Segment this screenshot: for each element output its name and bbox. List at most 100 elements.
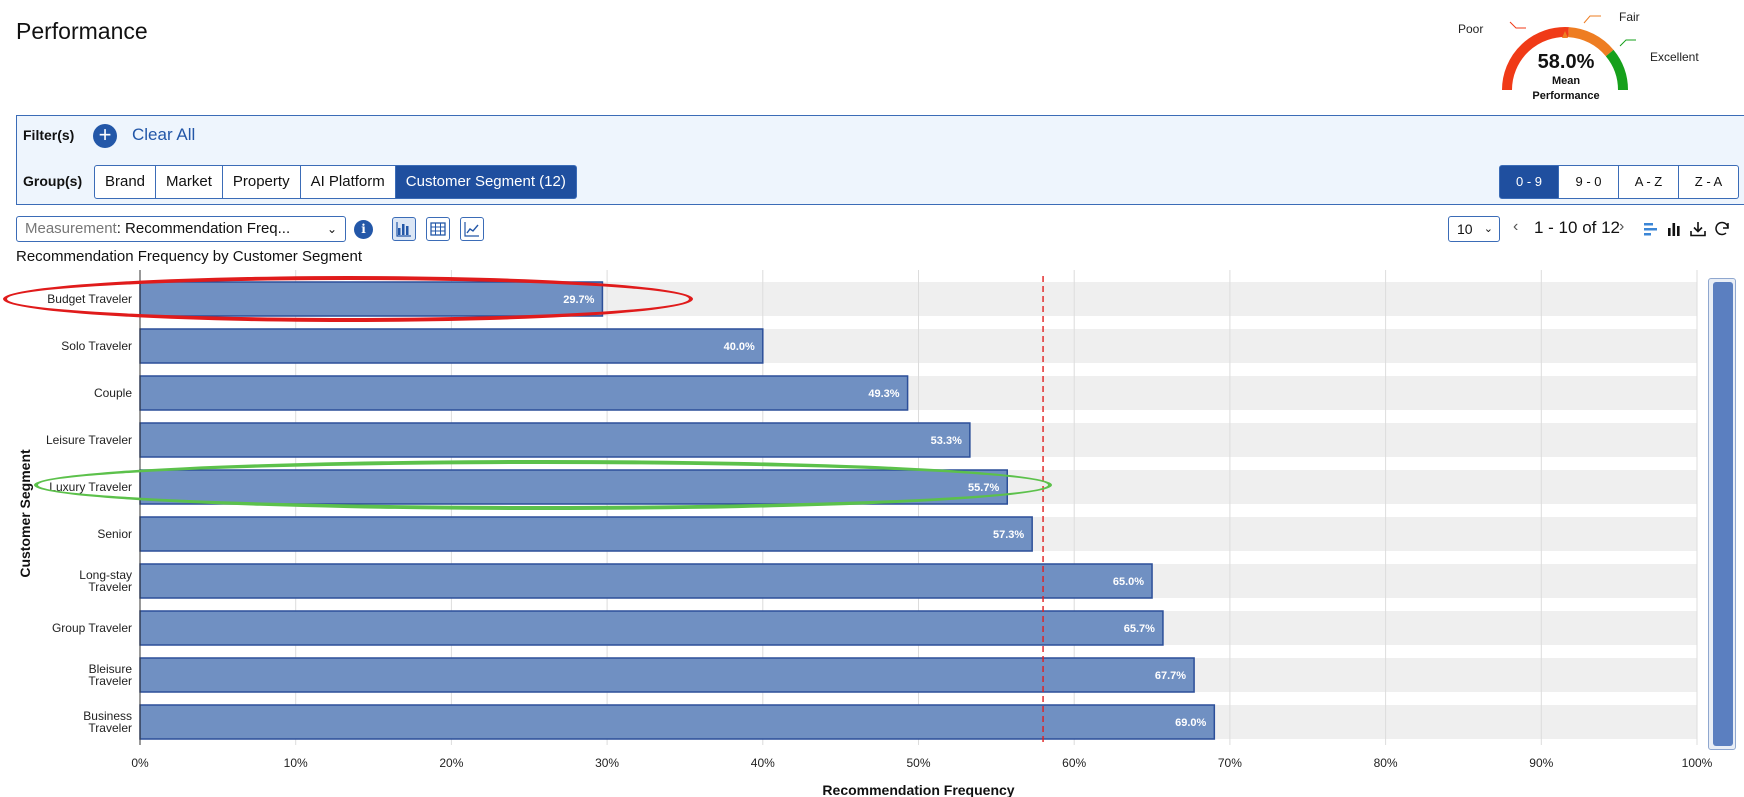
gauge-poor-segment [1502, 27, 1569, 91]
x-tick-label: 60% [1062, 756, 1086, 770]
table-view-button[interactable] [426, 217, 450, 241]
sort-alpha-descending-button[interactable]: Z - A [1679, 165, 1739, 199]
gauge-caption-line1: Mean [1551, 75, 1581, 87]
category-label: Leisure Traveler [46, 433, 132, 447]
table-icon [430, 222, 446, 236]
bar [139, 328, 764, 364]
bar [139, 610, 1164, 646]
gauge-label-excellent: Excellent [1650, 50, 1699, 64]
plus-circle-icon: + [98, 122, 112, 147]
sort-button-set: 0 - 9 9 - 0 A - Z Z - A [1499, 165, 1739, 199]
refresh-icon [1715, 221, 1729, 236]
vertical-bar-icon [1668, 223, 1680, 236]
x-tick-label: 30% [595, 756, 619, 770]
page-title: Performance [16, 18, 148, 44]
download-icon [1690, 222, 1706, 237]
chevron-down-icon: ⌄ [326, 222, 337, 236]
bar [139, 375, 909, 411]
x-tick-label: 20% [439, 756, 463, 770]
bar-chart-canvas: 0% 10% 20% 30% 40% 50% 60% 70% 80% 90% 100%29.7%Bu… [17, 270, 1713, 797]
x-tick-label: 80% [1374, 756, 1398, 770]
gauge-pointer-icon [1562, 31, 1568, 38]
bar [139, 516, 1033, 552]
category-label: Long-stay [79, 568, 132, 582]
budget-traveler-highlight [3, 276, 693, 322]
group-customer-segment-button[interactable]: Customer Segment (12) [395, 165, 577, 199]
gauge-value: 58.0% [1537, 51, 1595, 73]
page-size-select[interactable]: 10 ⌄ [1448, 216, 1500, 242]
group-button-set: Brand Market Property AI Platform Custom… [94, 165, 577, 199]
bar-value-label: 40.0% [724, 341, 755, 353]
sort-alpha-ascending-button[interactable]: A - Z [1619, 165, 1679, 199]
category-label: Senior [97, 527, 132, 541]
bar-value-label: 65.7% [1124, 623, 1155, 635]
group-property-button[interactable]: Property [222, 165, 301, 199]
clear-all-link[interactable]: Clear All [132, 125, 196, 144]
measurement-select[interactable]: Measurement: Recommendation Freq... ⌄ [16, 216, 346, 242]
x-tick-label: 40% [751, 756, 775, 770]
next-page-button[interactable]: › [1619, 218, 1625, 235]
category-label: Solo Traveler [61, 339, 132, 353]
bar-value-label: 67.7% [1155, 670, 1186, 682]
measurement-value: : Recommendation Freq... [116, 220, 291, 237]
gauge-excellent-segment [1605, 49, 1628, 91]
bar-value-label: 49.3% [868, 388, 899, 400]
gauge-label-poor: Poor [1458, 22, 1484, 36]
vertical-bar-button[interactable] [1665, 220, 1683, 238]
x-tick-label: 50% [906, 756, 930, 770]
group-label: Group(s) [23, 173, 83, 189]
x-tick-label: 100% [1682, 756, 1713, 770]
x-tick-label: 10% [284, 756, 308, 770]
luxury-traveler-highlight [34, 460, 1052, 510]
sort-descending-numeric-button[interactable]: 9 - 0 [1559, 165, 1619, 199]
category-label: Couple [94, 386, 132, 400]
gauge-label-fair: Fair [1619, 10, 1640, 24]
y-axis-title: Customer Segment [17, 449, 33, 578]
chevron-down-icon: ⌄ [1483, 223, 1493, 235]
category-label: Traveler [88, 674, 132, 688]
category-label: Traveler [88, 721, 132, 735]
category-label: Business [83, 709, 132, 723]
bar-chart-view-button[interactable] [392, 217, 416, 241]
download-button[interactable] [1689, 220, 1707, 238]
bar [139, 657, 1195, 693]
category-label: Group Traveler [52, 621, 132, 635]
horizontal-bar-button[interactable] [1642, 220, 1660, 238]
gauge-caption-line2: Performance [1532, 90, 1600, 102]
bar-chart: 0% 10% 20% 30% 40% 50% 60% 70% 80% 90% 100% 29.7% Bu… [0, 270, 1744, 797]
line-chart-view-button[interactable] [460, 217, 484, 241]
sort-ascending-numeric-button[interactable]: 0 - 9 [1499, 165, 1559, 199]
x-tick-label: 90% [1529, 756, 1553, 770]
bar [139, 704, 1216, 740]
line-chart-icon [464, 222, 479, 237]
bar-chart-icon [396, 222, 411, 237]
group-brand-button[interactable]: Brand [94, 165, 157, 199]
refresh-button[interactable] [1713, 220, 1731, 238]
chart-scrollbar-thumb[interactable] [1713, 282, 1733, 746]
bar [139, 422, 971, 458]
mean-performance-gauge: Poor Fair Excellent 58.0% Mean Performan… [1450, 8, 1699, 108]
gauge-caption: Mean Performance [1516, 74, 1616, 104]
x-tick-label: 0% [131, 756, 149, 770]
chart-title: Recommendation Frequency by Customer Seg… [16, 248, 362, 265]
bar-value-label: 57.3% [993, 529, 1024, 541]
measurement-key: Measurement [25, 220, 117, 237]
group-ai-platform-button[interactable]: AI Platform [300, 165, 396, 199]
bar [139, 563, 1153, 599]
category-label: Bleisure [89, 662, 133, 676]
add-filter-button[interactable]: + [93, 124, 117, 148]
previous-page-button[interactable]: ‹ [1513, 218, 1519, 235]
horizontal-bar-icon [1644, 223, 1657, 236]
page-size-value: 10 [1457, 221, 1473, 237]
bar-value-label: 69.0% [1175, 717, 1206, 729]
gauge-poor-leader [1509, 21, 1526, 29]
filter-label: Filter(s) [23, 127, 75, 143]
bar-value-label: 53.3% [931, 435, 962, 447]
category-label: Traveler [88, 580, 132, 594]
group-market-button[interactable]: Market [156, 165, 223, 199]
bar-value-label: 65.0% [1113, 576, 1144, 588]
gauge-arc [1502, 15, 1636, 91]
gauge-fair-segment [1568, 27, 1614, 57]
info-icon[interactable]: i [354, 220, 373, 239]
x-axis-title: Recommendation Frequency [822, 782, 1014, 797]
